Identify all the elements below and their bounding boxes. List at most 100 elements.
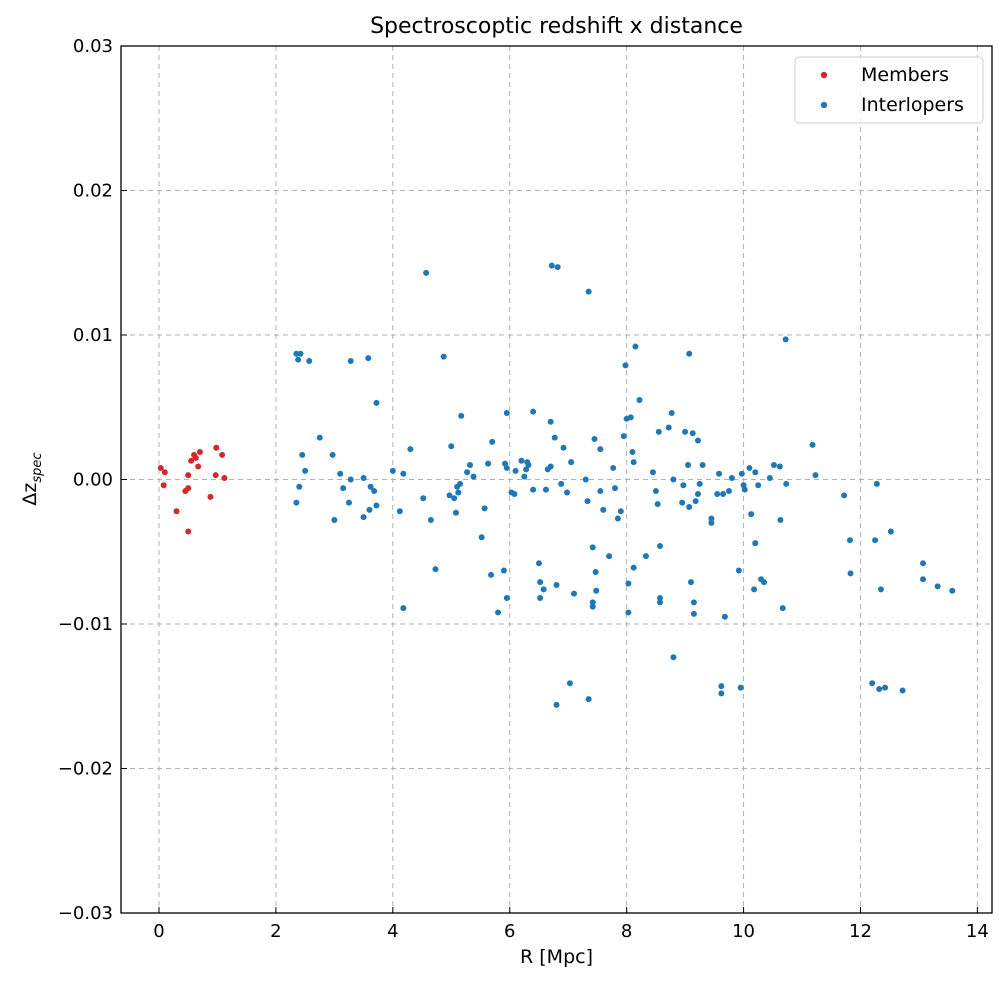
interlopers-point xyxy=(485,460,492,467)
interlopers-point xyxy=(687,579,694,586)
interlopers-point xyxy=(551,434,558,441)
interlopers-point xyxy=(500,567,507,574)
interlopers-point xyxy=(568,459,575,466)
interlopers-point xyxy=(708,519,715,526)
interlopers-point xyxy=(452,509,459,516)
members-point xyxy=(192,454,199,461)
interlopers-point xyxy=(464,469,471,476)
interlopers-point xyxy=(614,515,621,522)
interlopers-point xyxy=(692,498,699,505)
interlopers-point xyxy=(371,488,378,495)
interlopers-point xyxy=(530,408,537,415)
legend-box xyxy=(794,56,984,124)
interlopers-point xyxy=(540,586,547,593)
interlopers-point xyxy=(686,350,693,357)
interlopers-point xyxy=(630,564,637,571)
interlopers-point xyxy=(589,603,596,610)
interlopers-point xyxy=(525,462,532,469)
interlopers-point xyxy=(511,490,518,497)
y-tick-label: −0.02 xyxy=(58,759,113,780)
interlopers-point xyxy=(331,516,338,523)
legend-marker-members xyxy=(820,71,828,79)
members-point xyxy=(207,493,214,500)
y-axis-label-sub: spec xyxy=(30,452,45,482)
interlopers-point xyxy=(779,605,786,612)
interlopers-point xyxy=(625,609,632,616)
y-tick-label: 0.00 xyxy=(73,470,113,491)
interlopers-point xyxy=(949,587,956,594)
interlopers-point xyxy=(741,486,748,493)
interlopers-point xyxy=(752,469,759,476)
interlopers-point xyxy=(582,476,589,483)
interlopers-point xyxy=(737,684,744,691)
interlopers-point xyxy=(512,467,519,474)
interlopers-point xyxy=(725,488,732,495)
interlopers-point xyxy=(690,599,697,606)
interlopers-point xyxy=(553,581,560,588)
interlopers-point xyxy=(564,489,571,496)
y-tick-label: 0.01 xyxy=(73,325,113,346)
interlopers-point xyxy=(360,514,367,521)
interlopers-point xyxy=(872,537,879,544)
interlopers-point xyxy=(360,475,367,482)
interlopers-point xyxy=(478,534,485,541)
interlopers-point xyxy=(591,436,598,443)
interlopers-point xyxy=(668,410,675,417)
interlopers-point xyxy=(920,560,927,567)
interlopers-point xyxy=(718,690,725,697)
interlopers-point xyxy=(503,410,510,417)
interlopers-point xyxy=(649,469,656,476)
interlopers-point xyxy=(457,480,464,487)
members-point xyxy=(185,485,192,492)
interlopers-point xyxy=(584,498,591,505)
interlopers-point xyxy=(877,586,884,593)
interlopers-point xyxy=(432,566,439,573)
interlopers-point xyxy=(611,485,618,492)
interlopers-point xyxy=(470,473,477,480)
interlopers-point xyxy=(694,437,701,444)
interlopers-point xyxy=(446,492,453,499)
interlopers-point xyxy=(554,264,561,271)
interlopers-point xyxy=(518,457,525,464)
interlopers-point xyxy=(625,580,632,587)
interlopers-point xyxy=(481,505,488,512)
interlopers-point xyxy=(655,428,662,435)
interlopers-point xyxy=(420,495,427,502)
interlopers-point xyxy=(366,506,373,513)
interlopers-point xyxy=(448,443,455,450)
y-tick-label: 0.02 xyxy=(73,181,113,202)
interlopers-point xyxy=(600,506,607,513)
interlopers-point xyxy=(367,483,374,490)
interlopers-point xyxy=(606,553,613,560)
legend-marker-interlopers xyxy=(820,101,828,109)
interlopers-point xyxy=(686,503,693,510)
interlopers-point xyxy=(680,482,687,489)
x-tick-label: 2 xyxy=(270,921,281,942)
interlopers-point xyxy=(670,654,677,661)
interlopers-point xyxy=(295,356,302,363)
interlopers-point xyxy=(451,495,458,502)
members-point xyxy=(188,457,195,464)
interlopers-point xyxy=(597,488,604,495)
members-point xyxy=(196,449,203,456)
interlopers-point xyxy=(783,480,790,487)
interlopers-point xyxy=(299,451,306,458)
y-axis-label-main: Δz xyxy=(19,483,41,506)
interlopers-point xyxy=(627,414,634,421)
interlopers-point xyxy=(752,540,759,547)
interlopers-point xyxy=(345,499,352,506)
interlopers-point xyxy=(629,449,636,456)
interlopers-point xyxy=(365,355,372,362)
legend-label-interlopers: Interlopers xyxy=(861,94,964,116)
x-axis-label: R [Mpc] xyxy=(520,946,593,968)
interlopers-point xyxy=(389,467,396,474)
interlopers-point xyxy=(503,464,510,471)
interlopers-point xyxy=(400,470,407,477)
interlopers-point xyxy=(537,594,544,601)
interlopers-point xyxy=(841,492,848,499)
interlopers-point xyxy=(738,470,745,477)
interlopers-point xyxy=(423,269,430,276)
interlopers-point xyxy=(620,433,627,440)
interlopers-point xyxy=(593,587,600,594)
interlopers-point xyxy=(746,464,753,471)
